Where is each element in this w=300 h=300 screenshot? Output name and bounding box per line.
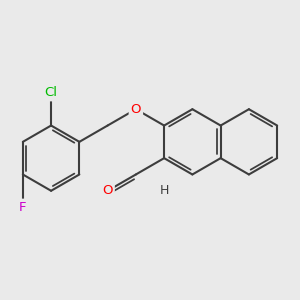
Text: Cl: Cl xyxy=(45,86,58,99)
Text: F: F xyxy=(19,201,27,214)
Text: H: H xyxy=(159,184,169,197)
Text: O: O xyxy=(102,184,113,197)
Text: O: O xyxy=(130,103,141,116)
